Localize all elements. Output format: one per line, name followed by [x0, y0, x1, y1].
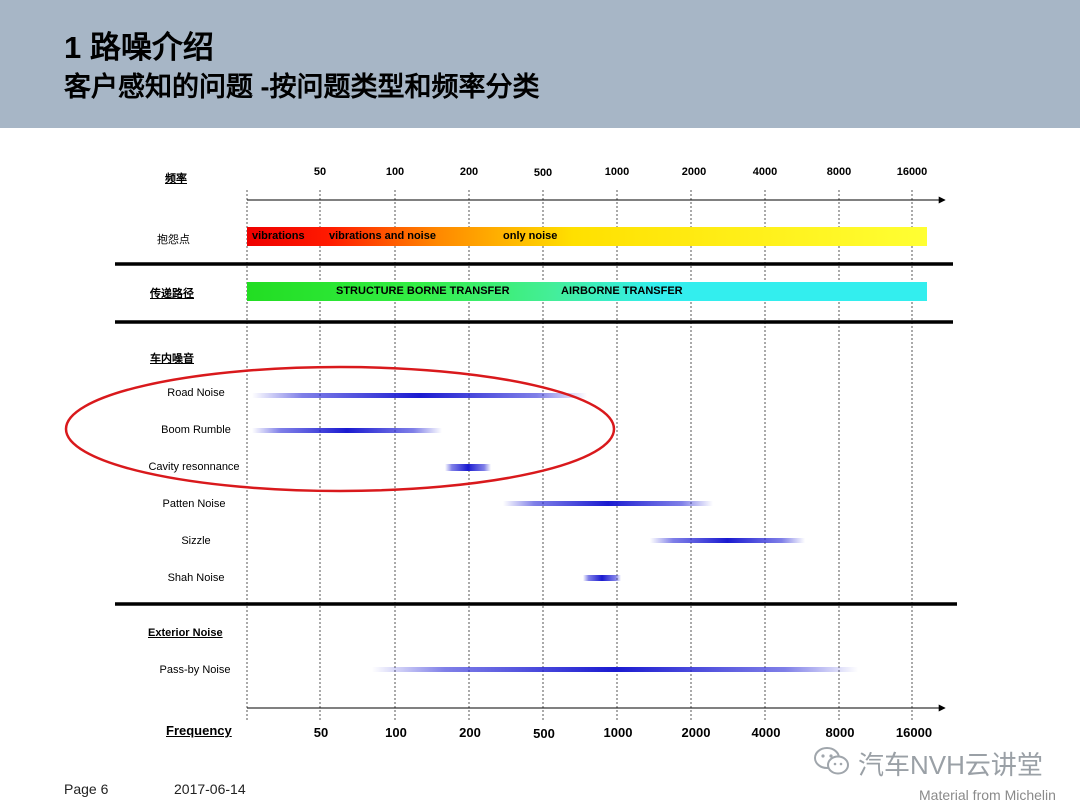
highlight-ellipse — [64, 365, 616, 493]
transfer-bar — [247, 282, 927, 301]
row-label-cavity-resonance: Cavity resonnance — [148, 461, 240, 473]
page-title: 1 路噪介绍 — [64, 30, 214, 65]
pattern-noise-bar — [503, 501, 713, 506]
top-tick: 200 — [459, 166, 479, 178]
bottom-tick: 50 — [313, 725, 329, 740]
bottom-tick: 100 — [385, 725, 407, 740]
shah-noise-bar — [583, 575, 621, 581]
transfer-label: 传递路径 — [150, 288, 194, 300]
watermark: 汽车NVH云讲堂 — [812, 744, 1043, 783]
top-tick: 100 — [385, 166, 405, 178]
top-tick: 4000 — [752, 166, 778, 178]
vertical-gridlines — [246, 190, 913, 720]
cavity-resonance-bar — [445, 464, 491, 471]
top-axis-label: 频率 — [165, 173, 187, 185]
perception-segment-only-noise: only noise — [503, 230, 558, 242]
transfer-segment-structure: STRUCTURE BORNE TRANSFER — [336, 285, 510, 297]
bottom-axis-label: Frequency — [166, 723, 232, 738]
bottom-tick: 8000 — [825, 725, 855, 740]
perception-segment-vibrations: vibrations — [252, 230, 305, 242]
road-noise-bar — [252, 393, 587, 398]
transfer-segment-airborne: AIRBORNE TRANSFER — [561, 285, 683, 297]
top-tick: 16000 — [896, 166, 928, 178]
row-label-pattern-noise: Patten Noise — [162, 498, 226, 510]
page-number: Page 6 — [64, 781, 109, 797]
top-tick: 50 — [313, 166, 327, 178]
perception-bar — [247, 227, 927, 246]
bottom-tick: 200 — [459, 725, 481, 740]
wechat-icon — [812, 744, 852, 783]
interior-noise-heading: 车内噪音 — [150, 353, 194, 365]
row-label-road-noise: Road Noise — [167, 387, 225, 399]
source-credit: Material from Michelin — [919, 787, 1056, 803]
watermark-text: 汽车NVH云讲堂 — [858, 750, 1043, 780]
bottom-tick: 16000 — [895, 725, 933, 740]
page-subtitle: 客户感知的问题 -按问题类型和频率分类 — [64, 72, 540, 102]
section-dividers — [115, 262, 957, 606]
top-tick: 500 — [533, 167, 553, 179]
pass-by-noise-bar — [372, 667, 858, 672]
boom-rumble-bar — [252, 428, 442, 433]
sizzle-bar — [650, 538, 805, 543]
row-label-sizzle: Sizzle — [181, 535, 211, 547]
bottom-tick: 1000 — [603, 725, 633, 740]
bottom-tick: 4000 — [751, 725, 781, 740]
exterior-noise-heading: Exterior Noise — [148, 627, 223, 639]
bottom-tick: 500 — [533, 726, 555, 741]
perception-segment-vibrations-noise: vibrations and noise — [329, 230, 436, 242]
row-label-shah-noise: Shah Noise — [167, 572, 225, 584]
row-label-pass-by-noise: Pass-by Noise — [159, 664, 231, 676]
date: 2017-06-14 — [174, 781, 246, 797]
header-banner: 1 路噪介绍 客户感知的问题 -按问题类型和频率分类 — [0, 0, 1080, 128]
top-tick: 8000 — [826, 166, 852, 178]
bottom-tick: 2000 — [681, 725, 711, 740]
top-tick: 2000 — [681, 166, 707, 178]
row-label-boom-rumble: Boom Rumble — [161, 424, 231, 436]
perception-label: 抱怨点 — [157, 234, 190, 246]
top-tick: 1000 — [604, 166, 630, 178]
